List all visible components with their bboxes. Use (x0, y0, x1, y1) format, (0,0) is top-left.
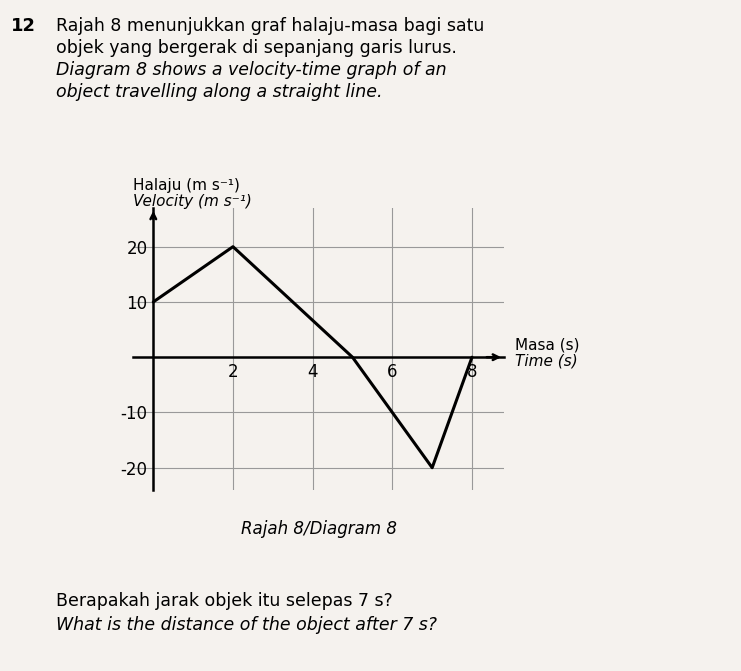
Text: 12: 12 (11, 17, 36, 35)
Text: Halaju (m s⁻¹): Halaju (m s⁻¹) (133, 178, 240, 193)
Text: What is the distance of the object after 7 s?: What is the distance of the object after… (56, 616, 436, 634)
Text: Rajah 8/Diagram 8: Rajah 8/Diagram 8 (241, 520, 396, 538)
Text: Berapakah jarak objek itu selepas 7 s?: Berapakah jarak objek itu selepas 7 s? (56, 592, 392, 610)
Text: Velocity (m s⁻¹): Velocity (m s⁻¹) (133, 195, 252, 209)
Text: object travelling along a straight line.: object travelling along a straight line. (56, 83, 382, 101)
Text: Diagram 8 shows a velocity-time graph of an: Diagram 8 shows a velocity-time graph of… (56, 61, 446, 79)
Text: objek yang bergerak di sepanjang garis lurus.: objek yang bergerak di sepanjang garis l… (56, 39, 456, 57)
Text: Rajah 8 menunjukkan graf halaju-masa bagi satu: Rajah 8 menunjukkan graf halaju-masa bag… (56, 17, 484, 35)
Text: Time (s): Time (s) (515, 354, 578, 369)
Text: Masa (s): Masa (s) (515, 338, 579, 353)
